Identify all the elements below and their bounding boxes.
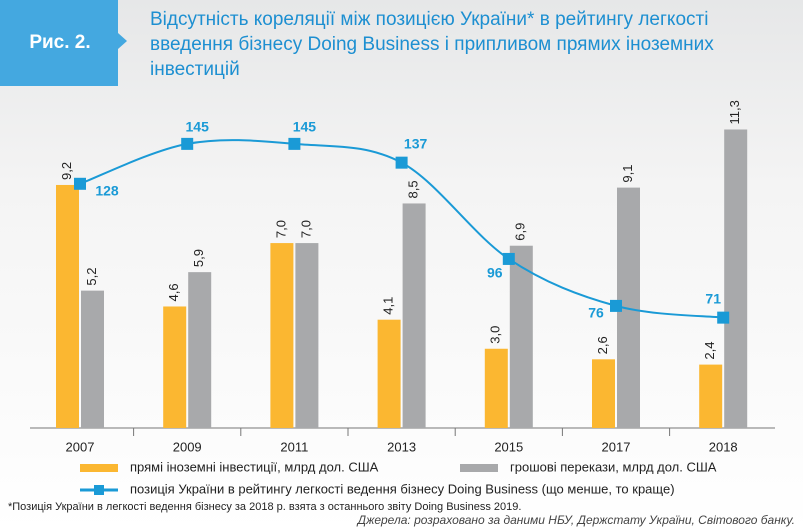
line-value-label: 76 <box>588 305 604 321</box>
bar <box>81 290 104 428</box>
x-tick-label: 2013 <box>387 439 416 454</box>
value-label: 9,1 <box>620 165 635 183</box>
value-label: 6,9 <box>513 223 528 241</box>
line-marker <box>288 137 301 150</box>
value-label: 4,6 <box>166 283 181 301</box>
value-label: 3,0 <box>488 326 503 344</box>
bar <box>270 243 294 428</box>
bar <box>724 129 748 428</box>
bar <box>377 319 401 428</box>
x-tick-label: 2007 <box>66 439 95 454</box>
legend-label: позиція України в рейтингу легкості веде… <box>130 481 675 496</box>
bar <box>592 359 615 428</box>
value-label: 7,0 <box>298 220 313 238</box>
line-value-label: 71 <box>705 290 721 306</box>
x-tick-label: 2018 <box>709 439 738 454</box>
value-label: 11,3 <box>727 100 742 124</box>
value-label: 2,4 <box>702 342 717 360</box>
legend-swatch <box>80 464 118 472</box>
line-value-label: 145 <box>186 119 210 135</box>
line-value-label: 96 <box>487 265 503 281</box>
bar <box>188 272 212 428</box>
line-marker <box>74 177 86 190</box>
value-label: 9,2 <box>59 162 74 180</box>
legend-label: грошові перекази, млрд дол. США <box>510 459 717 474</box>
chart-title: Відсутність кореляції між позицією Украї… <box>150 9 714 80</box>
value-label: 7,0 <box>273 220 288 238</box>
line-value-label: 128 <box>95 182 119 198</box>
source: Джерела: розраховано за даними НБУ, Держ… <box>356 513 795 527</box>
x-tick-label: 2011 <box>280 439 308 454</box>
bar <box>484 348 508 428</box>
legend-swatch <box>460 464 498 472</box>
footnote: *Позиція України в легкості ведення бізн… <box>8 501 521 513</box>
figure-label-box <box>0 0 127 86</box>
bar <box>699 364 723 428</box>
line-marker <box>610 299 622 312</box>
value-label: 8,5 <box>406 180 421 198</box>
x-tick-label: 2017 <box>602 439 631 454</box>
x-tick-label: 2009 <box>173 439 202 454</box>
bar <box>509 245 533 428</box>
bar <box>402 203 426 428</box>
line-value-label: 137 <box>404 135 428 151</box>
line-marker <box>181 137 194 150</box>
value-label: 2,6 <box>595 336 610 354</box>
line-value-label: 145 <box>293 119 317 135</box>
bar <box>163 306 187 428</box>
value-label: 5,9 <box>191 249 206 267</box>
bar <box>56 184 79 428</box>
legend-label: прямі іноземні інвестиції, млрд дол. США <box>130 459 379 474</box>
line-marker <box>395 156 408 169</box>
value-label: 4,1 <box>381 297 396 315</box>
bar <box>295 243 319 428</box>
line-marker <box>717 311 730 324</box>
legend-swatch <box>94 485 104 495</box>
line-marker <box>502 252 515 265</box>
x-tick-label: 2015 <box>494 439 523 454</box>
figure-label: Рис. 2. <box>29 32 90 53</box>
value-label: 5,2 <box>84 268 99 286</box>
